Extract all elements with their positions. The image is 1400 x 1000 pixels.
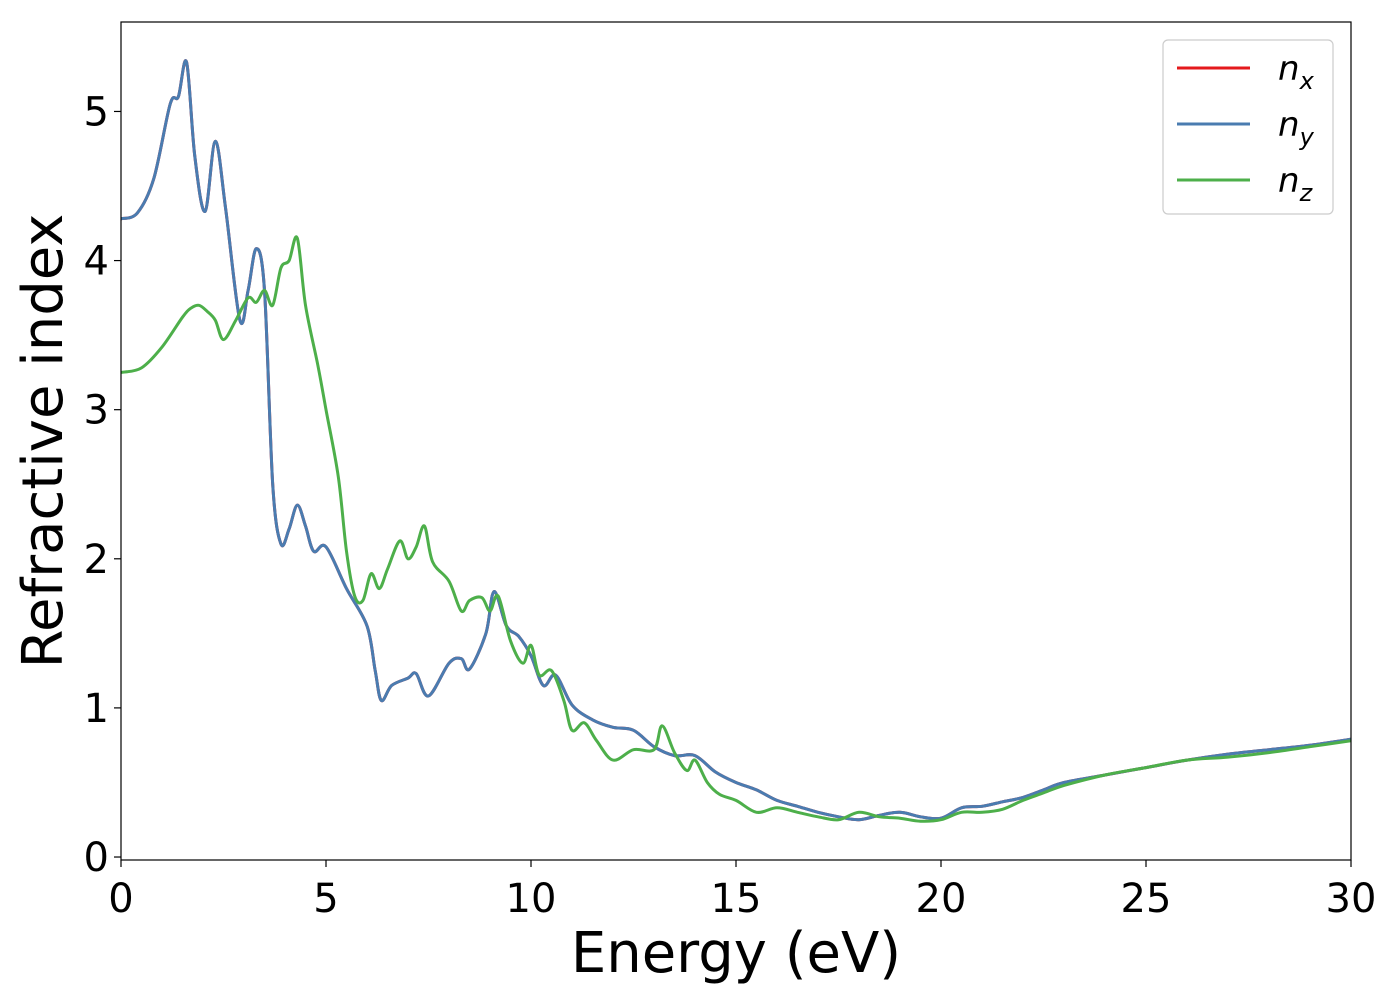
legend-label-y: ny [1278,105,1315,151]
y-tick-label: 1 [84,686,109,732]
y-tick-label: 2 [84,537,109,583]
legend-label-base: n [1278,161,1300,201]
x-tick-label: 15 [711,876,762,922]
legend-label-base: n [1278,105,1300,145]
x-tick-label: 25 [1121,876,1172,922]
legend-label-base: n [1278,49,1300,89]
y-tick-label: 3 [84,388,109,434]
legend-label-subscript: x [1299,67,1315,95]
x-tick-label: 0 [108,876,133,922]
legend-label-x: nx [1278,49,1315,95]
series-line-n-y [121,59,1351,822]
plot-area [121,22,1351,860]
x-tick-label: 30 [1326,876,1377,922]
legend-box [1162,39,1334,215]
series-line-n-z [121,235,1351,823]
legend-label-subscript: y [1299,123,1315,151]
x-tick-label: 5 [313,876,338,922]
y-axis-title: Refractive index [11,214,76,669]
legend-label-z: nz [1278,161,1314,207]
x-tick-label: 10 [506,876,557,922]
y-tick-label: 5 [84,89,109,135]
y-tick-label: 4 [84,239,109,285]
y-tick-label: 0 [84,835,109,881]
legend-label-subscript: z [1299,179,1314,207]
x-axis-title: Energy (eV) [571,921,901,986]
x-tick-label: 20 [916,876,967,922]
